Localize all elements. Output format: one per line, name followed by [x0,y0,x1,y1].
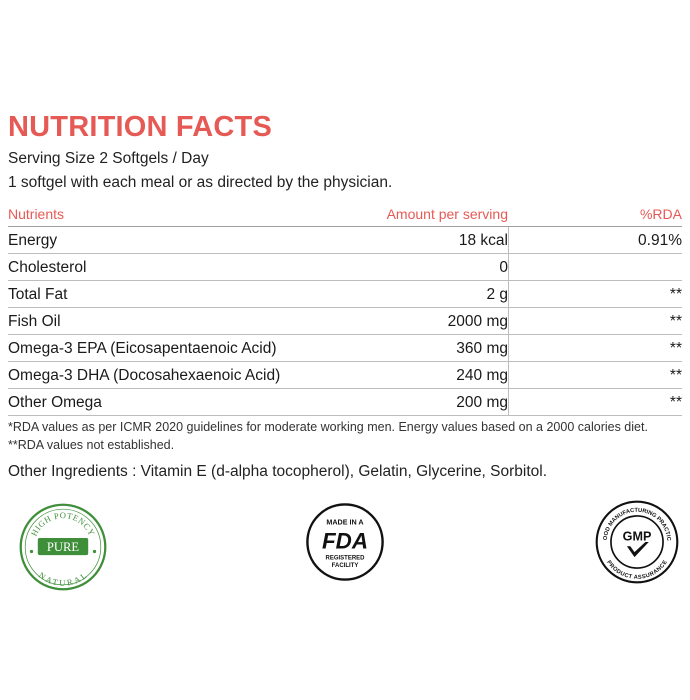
nutrient-rda: 0.91% [638,232,682,249]
header-nutrients: Nutrients [8,206,65,222]
table-row: Omega-3 DHA (Docosahexaenoic Acid) 240 m… [8,362,682,389]
header-rda: %RDA [639,206,682,222]
rda-footnote: *RDA values as per ICMR 2020 guidelines … [8,420,648,434]
fda-top-text: MADE IN A [326,517,363,526]
nutrient-amount: 240 mg [456,367,508,384]
column-divider [508,308,509,334]
nutrient-rda: ** [669,313,682,330]
nutrient-amount: 0 [499,259,508,276]
badge-inner-ring [24,508,102,586]
table-row: Other Omega 200 mg ** [8,389,682,416]
gmp-inner-ring [610,515,664,569]
nutrient-rda: ** [669,286,682,303]
table-row: Total Fat 2 g ** [8,281,682,308]
nutrient-name: Energy [8,232,58,249]
table-row: Cholesterol 0 [8,254,682,281]
nutrient-amount: 200 mg [456,394,508,411]
nutrient-name: Fish Oil [8,313,61,330]
badge-ribbon [37,538,89,556]
nutrient-rda: ** [669,340,682,357]
nutrient-rda: ** [669,367,682,384]
nutrient-name: Cholesterol [8,259,87,276]
nutrient-rda: ** [669,394,682,411]
nutrient-name: Total Fat [8,286,68,303]
table-row: Energy 18 kcal 0.91% [8,227,682,254]
serving-size: Serving Size 2 Softgels / Day [8,150,209,167]
header-amount: Amount per serving [386,206,508,222]
directions-text: 1 softgel with each meal or as directed … [8,174,393,191]
nutrient-name: Other Omega [8,394,102,411]
nutrient-amount: 2 g [486,286,508,303]
fda-bottom-line2: FACILITY [332,563,359,569]
badge-top-text: HIGH POTENCY [29,510,97,537]
nutrient-name: Omega-3 DHA (Docosahexaenoic Acid) [8,367,281,384]
nutrition-table: Nutrients Amount per serving %RDA Energy… [8,201,682,416]
gmp-badge: GOOD MANUFACTURING PRACTICE GMP PRODUCT … [595,500,679,584]
nutrient-amount: 2000 mg [447,313,508,330]
page-title: NUTRITION FACTS [8,111,272,143]
fda-badge: MADE IN A FDA REGISTERED FACILITY [306,503,384,581]
other-ingredients: Other Ingredients : Vitamin E (d-alpha t… [8,463,548,480]
nutrient-name: Omega-3 EPA (Eicosapentaenoic Acid) [8,340,277,357]
column-divider [508,362,509,388]
fda-bottom-line1: REGISTERED [325,556,365,562]
badge-dot-right [92,549,97,554]
table-row: Fish Oil 2000 mg ** [8,308,682,335]
column-divider [508,254,509,280]
badge-dot-left [29,549,34,554]
nutrient-amount: 18 kcal [458,232,508,249]
fda-outer-ring [306,503,384,581]
badge-outer-ring [19,503,107,591]
not-established-footnote: **RDA values not established. [8,438,175,452]
nutrient-amount: 360 mg [456,340,508,357]
table-header-row: Nutrients Amount per serving %RDA [8,201,682,227]
fda-logo-text: FDA [322,528,368,553]
column-divider [508,389,509,415]
table-row: Omega-3 EPA (Eicosapentaenoic Acid) 360 … [8,335,682,362]
column-divider [508,227,509,253]
column-divider [508,335,509,361]
pure-natural-badge: HIGH POTENCY PURE NATURAL [19,503,107,591]
checkmark-icon [626,542,649,558]
badge-center-text: PURE [47,540,79,554]
gmp-center-text: GMP [623,529,652,543]
column-divider [508,281,509,307]
